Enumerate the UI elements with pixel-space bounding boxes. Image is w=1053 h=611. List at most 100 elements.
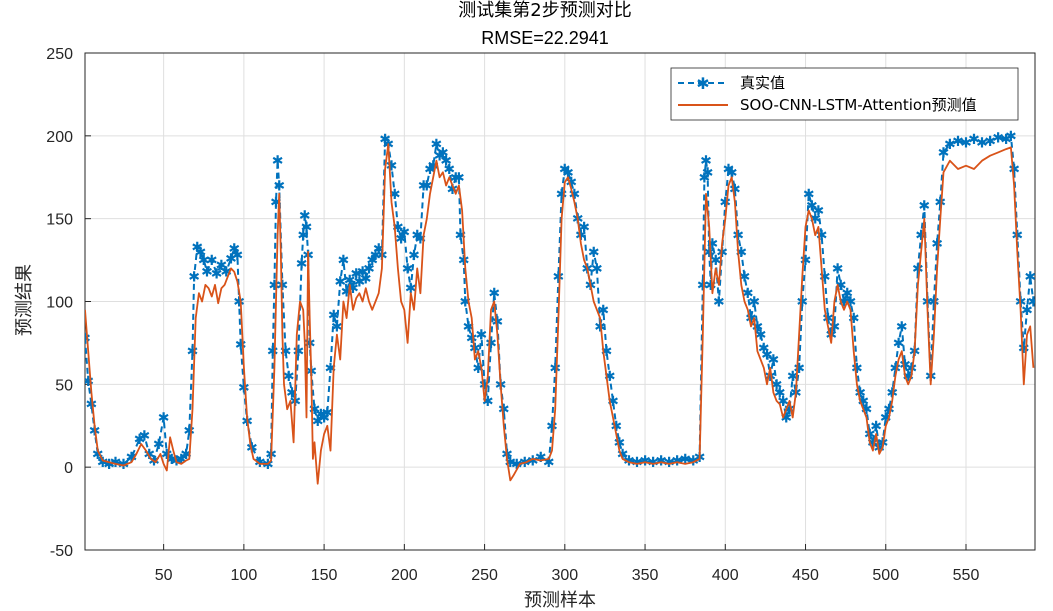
true-value-point: ✱ <box>601 344 613 360</box>
x-tick-label: 550 <box>953 567 980 584</box>
true-value-point: ✱ <box>297 228 309 244</box>
true-value-point: ✱ <box>597 303 609 319</box>
legend-marker-true-value: ✱ <box>696 74 709 93</box>
chart-subtitle: RMSE=22.2941 <box>481 28 609 48</box>
true-value-point: ✱ <box>238 381 250 397</box>
true-value-point: ✱ <box>350 266 362 282</box>
true-value-point: ✱ <box>344 273 356 289</box>
x-axis-label: 预测样本 <box>524 590 596 611</box>
true-value-point: ✱ <box>373 242 385 258</box>
true-value-point: ✱ <box>206 253 218 269</box>
true-value-point: ✱ <box>386 159 398 175</box>
true-value-point: ✱ <box>312 414 324 430</box>
true-value-point: ✱ <box>697 278 709 294</box>
true-value-point: ✱ <box>774 386 786 402</box>
y-tick-label: 50 <box>55 377 73 394</box>
true-value-point: ✱ <box>267 344 279 360</box>
true-value-point: ✱ <box>447 182 459 198</box>
true-value-point: ✱ <box>233 295 245 311</box>
true-value-point: ✱ <box>158 411 170 427</box>
true-value-point: ✱ <box>363 261 375 277</box>
y-tick-label: -50 <box>50 543 73 560</box>
true-value-point: ✱ <box>220 265 232 281</box>
true-value-point: ✱ <box>402 261 414 277</box>
x-tick-label: 150 <box>311 567 338 584</box>
true-value-point: ✱ <box>273 179 285 195</box>
true-value-point: ✱ <box>86 397 98 413</box>
true-value-point: ✱ <box>458 253 470 269</box>
true-value-point: ✱ <box>699 170 711 186</box>
true-value-point: ✱ <box>455 228 467 244</box>
true-value-point: ✱ <box>912 261 924 277</box>
true-value-point: ✱ <box>742 286 754 302</box>
true-value-point: ✱ <box>97 455 109 471</box>
true-value-point: ✱ <box>1000 132 1012 148</box>
true-value-point: ✱ <box>211 266 223 282</box>
true-value-point: ✱ <box>880 411 892 427</box>
true-value-point: ✱ <box>216 258 228 274</box>
x-tick-label: 100 <box>231 567 258 584</box>
true-value-point: ✱ <box>787 369 799 385</box>
true-value-point: ✱ <box>103 457 115 473</box>
true-value-point: ✱ <box>575 228 587 244</box>
true-value-point: ✱ <box>325 361 337 377</box>
true-value-point: ✱ <box>479 377 491 393</box>
x-tick-label: 50 <box>155 567 173 584</box>
x-tick-label: 300 <box>551 567 578 584</box>
true-value-point: ✱ <box>705 278 717 294</box>
true-value-point: ✱ <box>328 308 340 324</box>
true-value-point: ✱ <box>472 361 484 377</box>
true-value-point: ✱ <box>784 402 796 418</box>
true-value-point: ✱ <box>347 281 359 297</box>
true-value-point: ✱ <box>819 270 831 286</box>
true-value-point: ✱ <box>286 386 298 402</box>
true-value-point: ✱ <box>421 179 433 195</box>
true-value-point: ✱ <box>796 295 808 311</box>
true-value-point: ✱ <box>610 419 622 435</box>
series-predicted-value <box>85 143 1035 485</box>
true-value-point: ✱ <box>553 270 565 286</box>
true-value-point: ✱ <box>1005 129 1017 145</box>
legend-label-true-value: 真实值 <box>740 74 785 92</box>
true-value-point: ✱ <box>816 228 828 244</box>
true-value-point: ✱ <box>845 295 857 311</box>
x-tick-label: 250 <box>471 567 498 584</box>
true-value-point: ✱ <box>915 228 927 244</box>
true-value-point: ✱ <box>272 154 284 170</box>
true-value-point: ✱ <box>431 137 443 153</box>
true-value-point: ✱ <box>232 248 244 264</box>
true-value-line <box>85 134 1035 465</box>
true-value-point: ✱ <box>331 319 343 335</box>
true-value-point: ✱ <box>832 261 844 277</box>
grid <box>85 52 1035 551</box>
true-value-point: ✱ <box>562 165 574 181</box>
true-value-point: ✱ <box>309 402 321 418</box>
x-tick-label: 500 <box>872 567 899 584</box>
y-tick-label: 150 <box>46 212 73 229</box>
true-value-point: ✱ <box>437 145 449 161</box>
true-value-point: ✱ <box>793 361 805 377</box>
true-value-point: ✱ <box>415 232 427 248</box>
true-value-point: ✱ <box>334 275 346 291</box>
true-value-point: ✱ <box>1018 341 1030 357</box>
series-layer: ✱✱✱✱✱✱✱✱✱✱✱✱✱✱✱✱✱✱✱✱✱✱✱✱✱✱✱✱✱✱✱✱✱✱✱✱✱✱✱✱… <box>85 129 1036 485</box>
true-value-point: ✱ <box>405 281 417 297</box>
true-value-point: ✱ <box>896 319 908 335</box>
true-value-point: ✱ <box>809 212 821 228</box>
true-value-point: ✱ <box>761 348 773 364</box>
true-value-point: ✱ <box>768 353 780 369</box>
true-value-point: ✱ <box>488 286 500 302</box>
true-value-point: ✱ <box>1024 270 1036 286</box>
true-value-point: ✱ <box>841 286 853 302</box>
true-value-point: ✱ <box>984 134 996 150</box>
y-tick-label: 0 <box>64 460 73 477</box>
true-value-point: ✱ <box>707 237 719 253</box>
true-value-point: ✱ <box>713 295 725 311</box>
true-value-point: ✱ <box>338 253 350 269</box>
true-value-point: ✱ <box>321 406 333 422</box>
true-value-point: ✱ <box>195 245 207 261</box>
true-value-point: ✱ <box>511 457 523 473</box>
true-value-point: ✱ <box>126 450 138 466</box>
true-value-point: ✱ <box>835 278 847 294</box>
